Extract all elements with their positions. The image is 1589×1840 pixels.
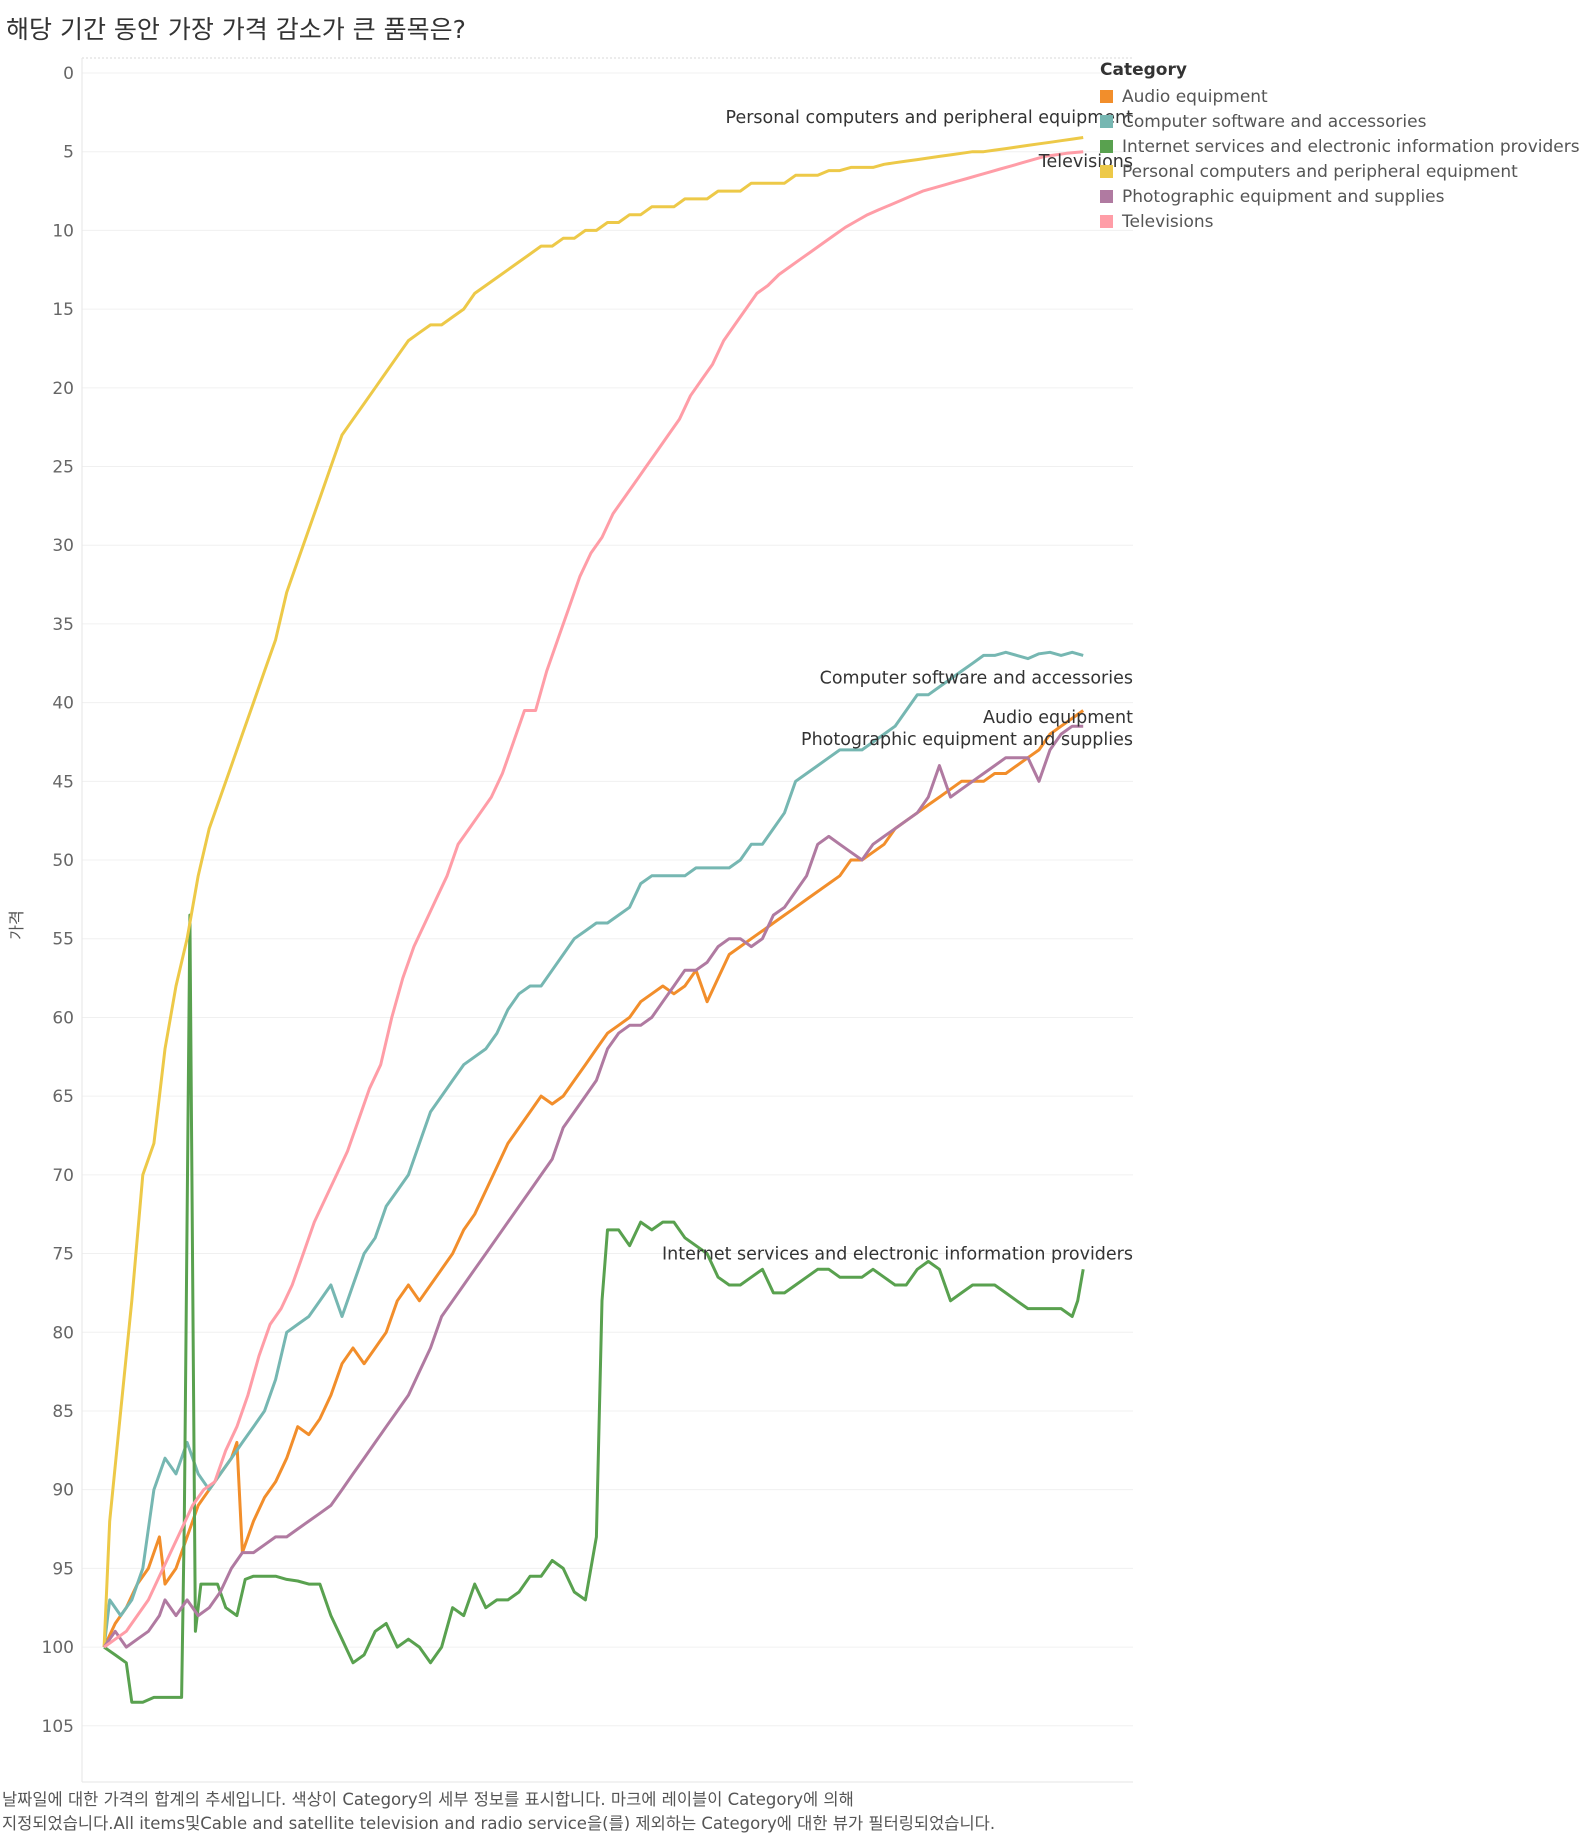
y-axis-title: 가격: [7, 910, 26, 939]
y-tick-label: 105: [42, 1717, 74, 1737]
legend-swatch: [1100, 115, 1113, 128]
y-tick-label: 0: [63, 64, 74, 84]
axes: 0 5 10 15 20 25 30 35 40 45 50 55 60 65 70 75 80 85 90 95 10…: [7, 57, 1133, 1783]
y-tick-label: 10: [52, 221, 74, 241]
legend: Category Audio equipment Computer softwar…: [1100, 60, 1580, 234]
legend-items: Audio equipment Computer software and acc…: [1100, 84, 1580, 234]
series-line: [102, 650, 1084, 1648]
y-tick-label: 75: [52, 1245, 74, 1265]
series-line: [102, 724, 1084, 1649]
legend-label: Computer software and accessories: [1122, 111, 1427, 132]
series-lines: [102, 136, 1085, 1704]
series-end-label: Audio equipment: [983, 708, 1133, 728]
series-end-label: Personal computers and peripheral equipm…: [726, 108, 1134, 128]
legend-item[interactable]: Personal computers and peripheral equipm…: [1100, 159, 1580, 184]
y-tick-label: 85: [52, 1402, 74, 1422]
legend-label: Televisions: [1122, 211, 1214, 232]
y-tick-label: 40: [52, 694, 74, 714]
y-tick-label: 60: [52, 1008, 74, 1028]
series-line: [103, 150, 1084, 1649]
y-tick-label: 50: [52, 851, 74, 871]
legend-title: Category: [1100, 60, 1187, 80]
y-tick-label: 20: [52, 379, 74, 399]
grid-lines: [82, 72, 1133, 1727]
chart-caption: 날짜일에 대한 가격의 합계의 추세입니다. 색상이 Category의 세부 …: [2, 1788, 1102, 1836]
legend-swatch: [1100, 190, 1113, 203]
y-tick-label: 100: [42, 1638, 74, 1658]
legend-swatch: [1100, 215, 1113, 228]
legend-swatch: [1100, 165, 1113, 178]
chart-title: 해당 기간 동안 가장 가격 감소가 큰 품목은?: [6, 15, 466, 44]
y-tick-label: 65: [52, 1087, 74, 1107]
series-end-label: Computer software and accessories: [820, 668, 1133, 688]
caption-line: 지정되었습니다.All items및Cable and satellite te…: [2, 1814, 996, 1833]
series-line: [102, 709, 1085, 1648]
y-tick-label: 30: [52, 536, 74, 556]
legend-item[interactable]: Photographic equipment and supplies: [1100, 184, 1580, 209]
legend-label: Internet services and electronic informa…: [1122, 136, 1580, 157]
y-tick-label: 45: [52, 772, 74, 792]
series-end-label: Internet services and electronic informa…: [662, 1245, 1133, 1265]
y-tick-label: 5: [63, 143, 74, 163]
caption-line: 날짜일에 대한 가격의 합계의 추세입니다. 색상이 Category의 세부 …: [2, 1790, 854, 1809]
y-tick-label: 90: [52, 1481, 74, 1501]
y-tick-label: 15: [52, 300, 74, 320]
y-tick-label: 70: [52, 1166, 74, 1186]
y-tick-label: 55: [52, 930, 74, 950]
series-line: [103, 913, 1085, 1704]
legend-label: Personal computers and peripheral equipm…: [1122, 161, 1518, 182]
y-tick-label: 25: [52, 458, 74, 478]
legend-label: Audio equipment: [1122, 86, 1268, 107]
y-tick-label: 95: [52, 1559, 74, 1579]
legend-item[interactable]: Audio equipment: [1100, 84, 1580, 109]
y-tick-label: 80: [52, 1323, 74, 1343]
y-tick-label: 35: [52, 615, 74, 635]
legend-item[interactable]: Internet services and electronic informa…: [1100, 134, 1580, 159]
line-chart: 0 5 10 15 20 25 30 35 40 45 50 55 60 65 70 75 80 85 90 95 10…: [7, 57, 1133, 1783]
series-line: [102, 136, 1084, 1648]
series-end-labels: Audio equipment Computer software and acc…: [662, 108, 1133, 1264]
series-end-label: Photographic equipment and supplies: [801, 730, 1133, 750]
legend-item[interactable]: Televisions: [1100, 209, 1580, 234]
legend-swatch: [1100, 90, 1113, 103]
legend-item[interactable]: Computer software and accessories: [1100, 109, 1580, 134]
legend-swatch: [1100, 140, 1113, 153]
legend-label: Photographic equipment and supplies: [1122, 186, 1445, 207]
